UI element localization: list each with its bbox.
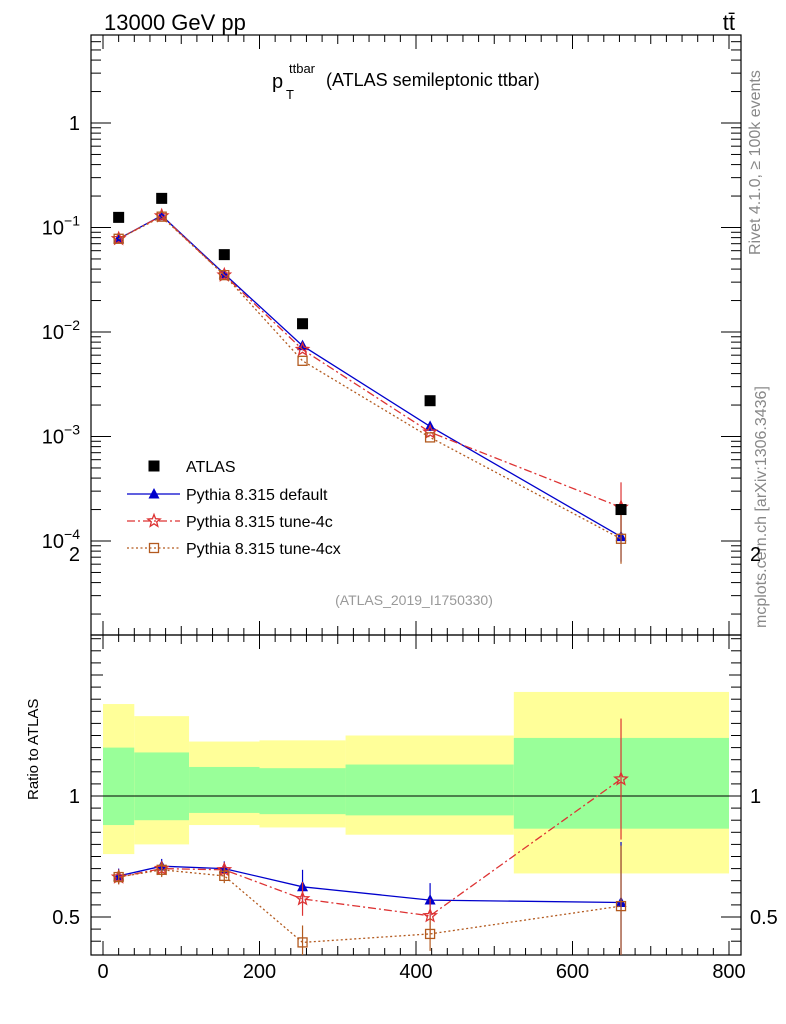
x-tick-label: 0 xyxy=(97,961,108,983)
ratio-y-tick-label-right: 0.5 xyxy=(750,907,778,929)
x-tick-label: 800 xyxy=(712,961,745,983)
data-point-tune-4cx xyxy=(615,533,627,544)
ratio-point-tune-4c xyxy=(294,890,311,906)
process-label: tt̄ xyxy=(723,10,735,35)
band-inner-bin xyxy=(259,768,346,815)
analysis-id-label: (ATLAS_2019_I1750330) xyxy=(335,592,493,608)
ratio-y-tick-label: 1 xyxy=(69,786,80,808)
ratio-point-tune-4cx xyxy=(297,937,308,948)
series-layer xyxy=(110,192,629,955)
legend-label-default: Pythia 8.315 default xyxy=(186,487,328,504)
ratio-point-tune-4cx xyxy=(113,871,124,883)
data-point-atlas xyxy=(424,395,436,407)
legend-label-tune-4c: Pythia 8.315 tune-4c xyxy=(186,514,333,531)
ratio-y-tick-label-right: 2 xyxy=(750,544,761,566)
plot-title-text: (ATLAS semileptonic ttbar) xyxy=(326,70,540,90)
ratio-y-tick-label: 2 xyxy=(69,544,80,566)
data-point-atlas xyxy=(156,192,168,204)
ratio-point-tune-4cx xyxy=(424,928,436,940)
axis-ticks: 0 200 400 600 800 10−4 10−3 10−2 10−1 1 0.5 0.5 1 1 2 2 xyxy=(42,35,778,983)
series-line-tune-4c xyxy=(118,215,622,508)
x-tick-label: 600 xyxy=(556,961,589,983)
rivet-version-label: Rivet 4.1.0, ≥ 100k events xyxy=(747,70,764,255)
data-point-tune-4cx xyxy=(297,355,308,366)
band-inner-bin xyxy=(189,766,260,813)
plot-title-subscript: T xyxy=(286,87,294,102)
ratio-point-tune-4c xyxy=(613,770,629,786)
band-inner-bin xyxy=(345,764,514,816)
mcplots-reference-label: mcplots.cern.ch [arXiv:1306.3436] xyxy=(753,386,770,628)
data-point-tune-4cx xyxy=(219,269,230,281)
plot-title-superscript: ttbar xyxy=(289,61,316,76)
legend-label-atlas: ATLAS xyxy=(186,459,236,476)
ratio-y-tick-label-right: 1 xyxy=(750,786,761,808)
band-inner-bin xyxy=(134,752,190,821)
data-point-tune-4cx xyxy=(424,432,436,443)
x-tick-label: 200 xyxy=(243,961,276,983)
plot-title-symbol: p xyxy=(272,71,283,93)
ratio-line-default xyxy=(118,865,622,904)
ratio-line-tune-4cx xyxy=(118,869,622,944)
legend-marker-tune-4cx xyxy=(148,542,160,554)
y-tick-label: 10−4 xyxy=(42,526,80,553)
ratio-point-tune-4cx xyxy=(615,900,627,912)
data-point-atlas xyxy=(615,504,627,516)
legend-label-tune-4cx: Pythia 8.315 tune-4cx xyxy=(186,541,341,558)
ratio-point-tune-4cx xyxy=(156,864,167,875)
data-point-tune-4cx xyxy=(156,211,167,222)
data-point-tune-4c xyxy=(294,341,311,357)
ratio-y-axis-label: Ratio to ATLAS xyxy=(25,699,42,800)
data-point-atlas xyxy=(297,318,309,330)
legend-marker-tune-4c xyxy=(146,512,162,528)
y-tick-label: 10−2 xyxy=(42,317,80,344)
y-tick-label: 10−3 xyxy=(42,422,80,449)
ratio-uncertainty-bands xyxy=(91,691,741,874)
series-line-default xyxy=(118,214,622,538)
data-point-atlas xyxy=(218,249,230,261)
legend-marker-atlas xyxy=(148,460,160,472)
data-point-tune-4c xyxy=(422,423,439,439)
y-tick-label: 10−1 xyxy=(42,213,80,240)
legend: ATLAS Pythia 8.315 default Pythia 8.315 … xyxy=(127,459,341,558)
ratio-line-tune-4c xyxy=(118,778,622,917)
ratio-y-tick-label: 0.5 xyxy=(52,907,80,929)
y-tick-label: 1 xyxy=(69,113,80,135)
data-point-atlas xyxy=(113,211,125,223)
data-point-tune-4cx xyxy=(113,233,124,244)
ratio-point-tune-4cx xyxy=(219,870,230,882)
energy-label: 13000 GeV pp xyxy=(104,10,246,35)
x-tick-label: 400 xyxy=(399,961,432,983)
legend-marker-default xyxy=(148,488,160,499)
band-inner-bin xyxy=(103,747,135,826)
